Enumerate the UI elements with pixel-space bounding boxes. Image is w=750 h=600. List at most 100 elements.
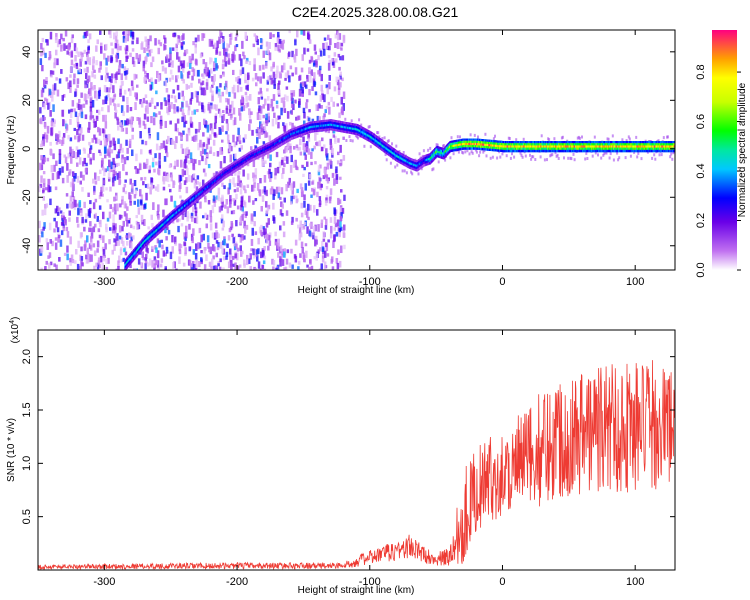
spectrogram-noise-cell [135,168,138,174]
spectrogram-noise-cell [264,130,267,138]
spectrogram-noise-cell [124,33,128,39]
spectrogram-noise-cell [117,266,120,270]
spectrogram-noise-cell [171,246,174,254]
spectrogram-noise-cell [186,211,189,219]
spectrogram-halo-cell [422,149,425,153]
spectrogram-noise-cell [40,43,43,50]
spectrogram-noise-cell [221,182,224,187]
spectrogram-noise-cell [79,58,82,67]
spectrogram-noise-cell [74,260,77,264]
spectrogram-halo-cell [617,158,620,162]
spectrogram-noise-cell [214,265,217,270]
spectrogram-noise-cell [314,51,317,55]
spectrogram-noise-cell [272,260,276,266]
spectrogram-noise-cell [89,106,93,112]
spectrogram-noise-cell [229,255,232,263]
spectrogram-noise-cell [277,122,280,129]
spectrogram-noise-cell [265,201,268,208]
spectrogram-noise-cell [113,238,116,243]
spectrogram-noise-cell [156,250,160,259]
spectrogram-noise-cell [53,263,56,267]
spectrogram-noise-cell [146,47,149,52]
spectrogram-noise-cell [221,194,224,202]
spectrogram-halo-cell [660,153,663,157]
spectrogram-halo-cell [548,138,551,142]
spectrogram-noise-cell [164,67,167,74]
spectrogram-noise-cell [334,222,338,228]
spectrogram-noise-cell [263,246,266,251]
spectrogram-noise-cell [202,73,205,79]
spectrogram-noise-cell [118,235,122,240]
spectrogram-noise-cell [144,260,148,264]
spectrogram-noise-cell [51,70,55,75]
spectrogram-noise-cell [327,101,331,106]
spectrogram-noise-cell [291,216,294,223]
spectrogram-noise-cell [159,115,163,123]
spectrogram-noise-cell [233,117,237,125]
spectrogram-halo-cell [627,135,630,139]
spectrogram-noise-cell [116,203,119,212]
spectrogram-noise-cell [69,137,73,142]
spectrogram-noise-cell [328,82,331,90]
spectrogram-noise-cell [236,136,239,142]
figure-title: C2E4.2025.328.00.08.G21 [292,4,459,20]
spectrogram-noise-cell [70,203,74,209]
spectrogram-noise-cell [110,149,114,154]
spectrogram-noise-cell [187,130,191,136]
spectrogram-noise-cell [329,143,333,150]
spectrogram-noise-cell [102,211,105,220]
spectrogram-noise-cell [65,124,69,131]
spectrogram-noise-cell [239,237,243,243]
spectrogram-noise-cell [243,259,246,266]
spectrogram-noise-cell [343,244,346,250]
spectrogram-noise-cell [306,210,309,218]
spectrogram-noise-cell [285,210,289,216]
spectrogram-noise-cell [287,181,290,188]
spectrogram-noise-cell [125,139,128,146]
spectrogram-noise-cell [182,95,185,101]
spectrogram-noise-cell [300,187,304,193]
spectrogram-noise-cell [112,225,116,231]
spectrogram-noise-cell [52,153,55,160]
spectrogram-noise-cell [217,196,220,202]
spectrogram-noise-cell [144,70,147,75]
spectrogram-noise-cell [131,48,135,52]
spectrogram-noise-cell [299,183,303,190]
spectrogram-noise-cell [244,134,247,140]
spectrogram-noise-cell [229,195,232,202]
spectrogram-noise-cell [188,260,192,265]
spectrogram-noise-cell [189,116,193,124]
spectrogram-noise-cell [125,171,128,176]
spectrogram-noise-cell [149,186,152,195]
spectrogram-noise-cell [103,133,106,141]
spectrogram-noise-cell [78,200,82,208]
spectrogram-halo-cell [383,136,386,140]
spectrogram-noise-cell [280,97,284,103]
spectrogram-noise-cell [316,209,319,216]
spectrogram-noise-cell [107,257,110,264]
spectrogram-noise-cell [282,231,286,238]
spectrogram-noise-cell [335,258,339,264]
spectrogram-noise-cell [66,245,69,253]
spectrogram-noise-cell [141,220,144,225]
spectrogram-noise-cell [198,242,202,249]
spectrogram-noise-cell [118,255,121,263]
spectrogram-noise-cell [90,82,93,90]
spectrogram-noise-cell [82,174,85,181]
spectrogram-noise-cell [227,58,231,65]
spectrogram-noise-cell [342,230,346,238]
spectrogram-noise-cell [183,232,186,240]
spectrogram-halo-cell [529,153,531,157]
spectrogram-noise-cell [65,226,69,232]
spectrogram-noise-cell [184,247,187,255]
spectrogram-noise-cell [331,148,334,155]
spectrogram-noise-cell [167,58,171,63]
spectrogram-noise-cell [76,84,79,88]
spectrogram-noise-cell [69,146,72,154]
spectrogram-noise-cell [291,72,294,77]
spectrogram-noise-cell [87,153,90,158]
spectrogram-noise-cell [338,260,342,268]
spectrogram-noise-cell [237,233,241,238]
spectrogram-noise-cell [244,79,247,84]
